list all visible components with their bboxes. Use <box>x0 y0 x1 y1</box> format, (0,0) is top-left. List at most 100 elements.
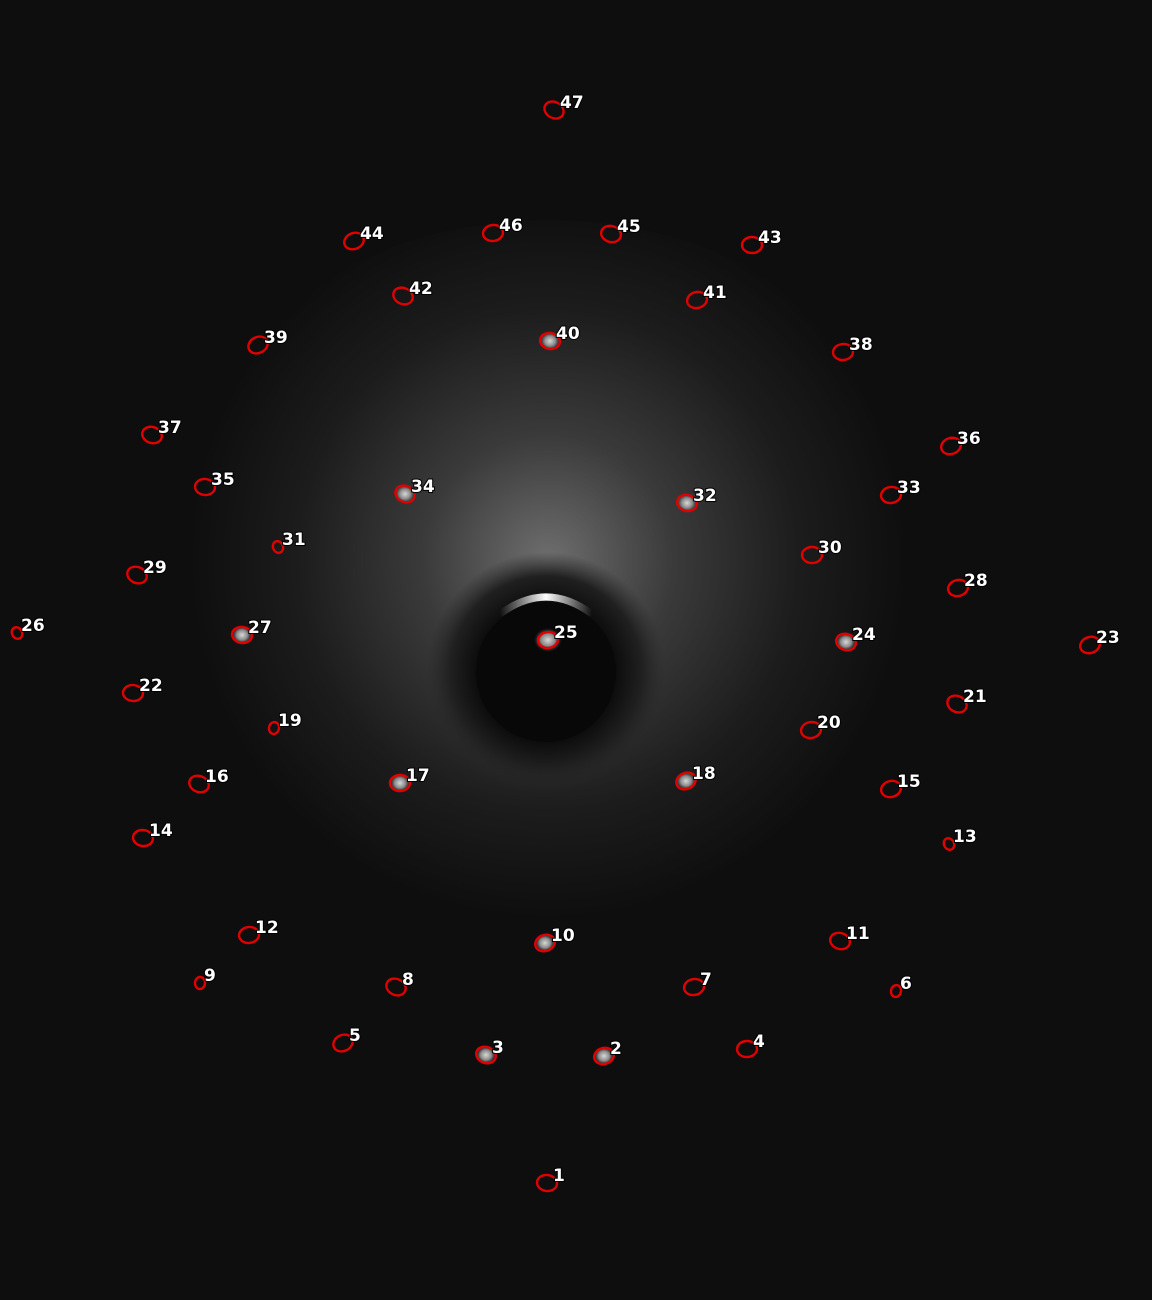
diffraction-spot: 44 <box>343 223 385 251</box>
spot-outline <box>140 425 164 445</box>
spot-label: 27 <box>248 618 272 638</box>
diffraction-spot: 33 <box>879 477 922 505</box>
spot-label: 1 <box>553 1166 565 1186</box>
spot-outline <box>942 837 956 851</box>
diffraction-spot: 37 <box>140 417 183 445</box>
spot-label: 29 <box>143 558 167 578</box>
diffraction-spot: 29 <box>126 557 168 585</box>
spot-outline <box>543 100 565 120</box>
diffraction-spot: 24 <box>834 624 877 652</box>
spot-label: 8 <box>402 970 414 990</box>
spot-label: 23 <box>1096 628 1120 648</box>
diffraction-spot: 22 <box>121 675 164 703</box>
spot-label: 42 <box>409 279 433 299</box>
spot-label: 35 <box>211 470 235 490</box>
diffraction-spot: 30 <box>800 537 843 565</box>
spot-outline <box>946 578 970 598</box>
spot-outline <box>230 625 254 645</box>
spot-outline <box>237 925 261 945</box>
spot-label: 12 <box>255 918 279 938</box>
spot-label: 34 <box>411 477 435 497</box>
spot-label: 31 <box>282 530 306 550</box>
beam-stop <box>476 602 616 742</box>
spot-outline <box>828 931 852 951</box>
spot-outline <box>834 632 858 652</box>
spot-label: 2 <box>610 1039 622 1059</box>
spot-outline <box>10 626 24 640</box>
spot-outline <box>481 223 505 243</box>
diffraction-spot: 11 <box>828 923 871 951</box>
diffraction-spot: 12 <box>237 917 280 945</box>
spot-label: 5 <box>349 1026 361 1046</box>
diffraction-spot: 43 <box>740 227 783 255</box>
spot-outline <box>535 1173 559 1193</box>
diffraction-spot: 4 <box>735 1031 766 1059</box>
diffraction-spot: 41 <box>685 282 728 310</box>
spot-label: 40 <box>556 324 580 344</box>
spot-label: 44 <box>360 224 384 244</box>
spot-label: 16 <box>205 767 229 787</box>
diffraction-spot: 18 <box>675 763 717 791</box>
diffraction-spot: 2 <box>592 1038 623 1066</box>
spot-label: 36 <box>957 429 981 449</box>
diffraction-spot: 42 <box>392 278 434 306</box>
spot-outline <box>831 342 855 362</box>
spot-label: 43 <box>758 228 782 248</box>
spot-outline <box>740 235 764 255</box>
spot-label: 22 <box>139 676 163 696</box>
diffraction-spot: 36 <box>939 428 982 456</box>
spot-label: 47 <box>560 93 584 113</box>
spot-outline <box>675 771 697 791</box>
spot-outline <box>1078 635 1102 655</box>
spot-outline <box>800 545 824 565</box>
spot-outline <box>247 335 269 355</box>
spot-glow <box>389 773 411 793</box>
spot-outline <box>121 683 145 703</box>
spot-label: 25 <box>554 623 578 643</box>
spot-label: 9 <box>204 966 216 986</box>
spot-label: 32 <box>693 486 717 506</box>
diffraction-spot: 32 <box>675 485 718 513</box>
spot-label: 20 <box>817 713 841 733</box>
spot-label: 18 <box>692 764 716 784</box>
spot-label: 13 <box>953 827 977 847</box>
spot-outline <box>889 983 903 999</box>
diffraction-spot: 23 <box>1078 627 1121 655</box>
spot-label: 17 <box>406 766 430 786</box>
diffraction-spot: 46 <box>481 215 524 243</box>
diffraction-spot: 45 <box>599 216 642 244</box>
spot-label: 11 <box>846 924 870 944</box>
diffraction-spot: 8 <box>385 969 415 997</box>
spot-outline <box>388 773 412 793</box>
diffraction-spot: 28 <box>946 570 989 598</box>
spot-outline <box>126 565 148 585</box>
spot-outline <box>332 1033 354 1053</box>
spot-outline <box>343 231 365 251</box>
spot-label: 19 <box>278 711 302 731</box>
spot-outline <box>879 485 903 505</box>
spot-label: 38 <box>849 335 873 355</box>
spot-outline <box>675 493 699 513</box>
spot-outline <box>799 720 823 740</box>
diffraction-spot: 26 <box>10 615 46 640</box>
diffraction-spot: 25 <box>534 622 579 652</box>
spot-label: 46 <box>499 216 523 236</box>
diffraction-spot: 47 <box>543 92 585 120</box>
diffraction-spot: 17 <box>388 765 431 793</box>
diffraction-spot: 5 <box>332 1025 362 1053</box>
spot-label: 39 <box>264 328 288 348</box>
spot-label: 37 <box>158 418 182 438</box>
diffraction-spot: 40 <box>538 323 581 351</box>
spot-outline <box>592 1046 616 1066</box>
spot-outline <box>879 779 903 799</box>
spot-label: 6 <box>900 974 912 994</box>
spot-outline <box>188 774 210 794</box>
spot-outline <box>193 477 217 497</box>
diffraction-spot: 10 <box>534 925 576 953</box>
spot-label: 14 <box>149 821 173 841</box>
diffraction-spot: 15 <box>879 771 922 799</box>
spot-outline <box>131 828 155 848</box>
diffraction-spot: 13 <box>942 826 978 851</box>
